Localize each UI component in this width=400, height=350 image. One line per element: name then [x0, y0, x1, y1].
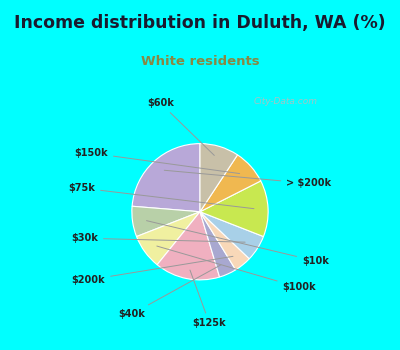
- Text: $150k: $150k: [74, 148, 240, 174]
- Wedge shape: [132, 144, 200, 212]
- Wedge shape: [136, 212, 200, 265]
- Text: $60k: $60k: [147, 98, 214, 155]
- Wedge shape: [200, 212, 264, 259]
- Text: Income distribution in Duluth, WA (%): Income distribution in Duluth, WA (%): [14, 14, 386, 32]
- Text: > $200k: > $200k: [164, 170, 331, 188]
- Text: $40k: $40k: [118, 265, 221, 319]
- Text: $100k: $100k: [157, 246, 316, 293]
- Text: $125k: $125k: [190, 270, 226, 328]
- Wedge shape: [200, 144, 238, 212]
- Text: $200k: $200k: [72, 256, 233, 285]
- Wedge shape: [200, 181, 268, 237]
- Text: $10k: $10k: [146, 220, 329, 266]
- Text: $30k: $30k: [71, 233, 245, 243]
- Wedge shape: [200, 212, 249, 270]
- Wedge shape: [132, 206, 200, 237]
- Text: City-Data.com: City-Data.com: [253, 97, 317, 106]
- Wedge shape: [200, 155, 261, 212]
- Wedge shape: [200, 212, 236, 277]
- Wedge shape: [157, 212, 220, 280]
- Text: $75k: $75k: [68, 183, 254, 209]
- Text: White residents: White residents: [141, 55, 259, 68]
